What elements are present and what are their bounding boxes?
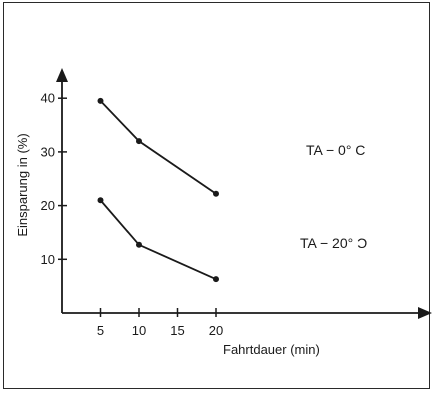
x-tick-label: 15 (170, 323, 184, 338)
y-tick-label: 30 (41, 144, 55, 159)
x-axis-label: Fahrtdauer (min) (223, 342, 320, 357)
x-tick-label: 10 (132, 323, 146, 338)
x-tick-label: 5 (97, 323, 104, 338)
series-lines (97, 97, 219, 283)
x-axis-arrow (418, 307, 432, 319)
data-point (97, 97, 104, 104)
axes (56, 68, 432, 319)
data-point (136, 241, 142, 248)
data-point (213, 190, 219, 197)
y-tick-label: 40 (41, 91, 55, 106)
y-axis-arrow (56, 68, 68, 82)
series-line-0 (99, 100, 217, 195)
series-line-1 (99, 199, 217, 280)
data-point (97, 197, 104, 204)
y-axis-label: Einsparung in (%) (15, 133, 30, 236)
series-label-ta-0c: TA − 0° C (306, 142, 365, 158)
data-point (136, 138, 142, 145)
y-tick-label: 20 (41, 198, 55, 213)
figure-frame (3, 2, 430, 389)
y-tick-label: 10 (41, 252, 55, 267)
data-point (213, 276, 219, 283)
series-label-ta-20c: TA − 20° Ɔ (300, 235, 367, 251)
ticks: 5 10 15 20 10 20 30 40 (41, 91, 224, 338)
x-tick-label: 20 (209, 323, 223, 338)
